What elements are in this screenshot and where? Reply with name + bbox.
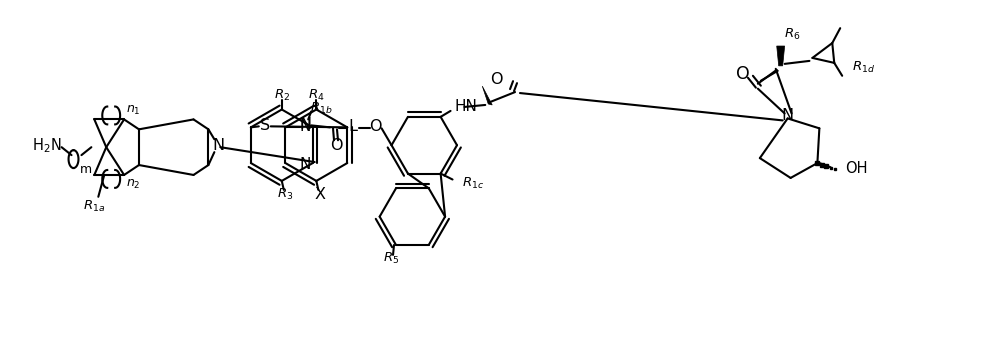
- Text: $R_5$: $R_5$: [383, 251, 399, 267]
- Text: N: N: [212, 138, 224, 153]
- Text: $R_3$: $R_3$: [277, 187, 293, 202]
- Polygon shape: [482, 86, 492, 105]
- Text: $n_1$: $n_1$: [126, 104, 141, 117]
- Text: $R_{1c}$: $R_{1c}$: [462, 176, 485, 191]
- Text: N: N: [299, 156, 311, 172]
- Text: $R_{1a}$: $R_{1a}$: [83, 199, 105, 214]
- Polygon shape: [777, 46, 785, 66]
- Text: $R_4$: $R_4$: [308, 88, 325, 103]
- Text: N: N: [299, 119, 311, 134]
- Text: HN: HN: [455, 99, 477, 115]
- Text: m: m: [79, 163, 92, 175]
- Text: L: L: [348, 119, 357, 134]
- Text: O: O: [490, 72, 502, 87]
- Text: OH: OH: [845, 160, 868, 175]
- Text: N: N: [782, 108, 794, 123]
- Text: O: O: [736, 65, 750, 83]
- Text: $\mathregular{H_2N}$: $\mathregular{H_2N}$: [32, 136, 61, 155]
- Text: N: N: [299, 117, 311, 132]
- Text: S: S: [260, 118, 270, 133]
- Text: $R_2$: $R_2$: [274, 88, 290, 103]
- Text: $R_{1d}$: $R_{1d}$: [852, 60, 875, 75]
- Text: O: O: [369, 119, 382, 134]
- Text: $R_6$: $R_6$: [784, 27, 801, 42]
- Text: X: X: [315, 187, 326, 202]
- Text: $n_2$: $n_2$: [126, 178, 141, 191]
- Text: $R_{1b}$: $R_{1b}$: [310, 101, 333, 116]
- Text: O: O: [330, 138, 342, 153]
